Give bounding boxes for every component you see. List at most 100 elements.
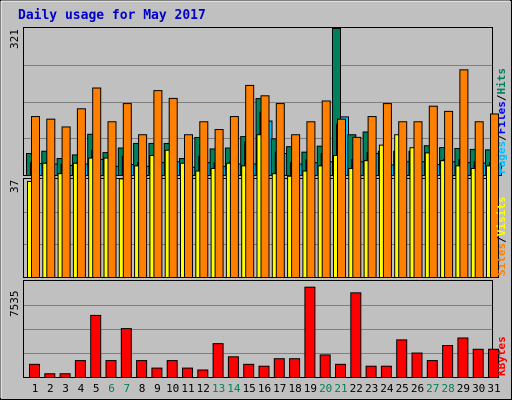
kbytes-bar	[90, 314, 102, 378]
kbytes-bar	[350, 292, 362, 378]
sites-bar	[138, 134, 148, 278]
sites-bar	[490, 113, 499, 279]
kbytes-bar	[74, 360, 86, 379]
day-label: 22	[350, 382, 363, 395]
day-label: 9	[154, 382, 161, 395]
day-label: 19	[304, 382, 317, 395]
visits-bars	[27, 69, 499, 279]
sites-bar	[321, 100, 331, 279]
legend-sep-3: /	[495, 236, 508, 243]
kbytes-bar	[289, 358, 301, 378]
sites-bar	[413, 121, 423, 278]
day-label: 7	[123, 382, 130, 395]
day-label: 30	[472, 382, 485, 395]
kbytes-bar	[426, 360, 438, 379]
sites-bar	[459, 69, 469, 278]
day-label: 14	[227, 382, 241, 395]
sites-bar	[76, 108, 86, 278]
sites-bar	[382, 103, 392, 278]
hits-max-label: 321	[8, 29, 21, 49]
legend-sep-1: /	[495, 134, 508, 141]
sites-bar	[199, 121, 209, 278]
kbytes-bar	[319, 354, 331, 379]
sites-bar	[260, 95, 270, 278]
kbytes-bars	[29, 286, 499, 379]
kbytes-bar	[136, 360, 148, 379]
day-label: 13	[212, 382, 225, 395]
day-label: 10	[166, 382, 179, 395]
visits-panel: 37 Sites/Visits	[8, 69, 508, 279]
day-label: 27	[426, 382, 439, 395]
legend-sites: Sites	[495, 243, 508, 276]
day-label: 15	[243, 382, 256, 395]
sites-bar	[107, 121, 117, 278]
legend-visits: Visits	[495, 197, 508, 237]
visits-max-label: 37	[8, 180, 21, 193]
day-label: 25	[396, 382, 409, 395]
day-label: 26	[411, 382, 424, 395]
day-label: 29	[457, 382, 470, 395]
sites-bar	[275, 103, 285, 278]
kbytes-bar	[197, 369, 209, 379]
day-label: 21	[334, 382, 347, 395]
day-label: 1	[32, 382, 39, 395]
sites-bar	[245, 84, 255, 278]
day-label: 28	[441, 382, 454, 395]
sites-bar	[61, 126, 71, 279]
kbytes-bar	[335, 363, 346, 378]
sites-bar	[428, 105, 438, 278]
sites-bar	[229, 116, 239, 278]
day-label: 12	[197, 382, 210, 395]
kbytes-bar	[227, 356, 239, 378]
kbytes-bar	[182, 367, 193, 379]
kbytes-bar	[258, 365, 270, 378]
day-label: 23	[365, 382, 378, 395]
day-label: 18	[288, 382, 301, 395]
sites-bar	[306, 121, 316, 278]
legend-sep-2: /	[495, 94, 508, 101]
kbytes-bar	[457, 337, 469, 378]
chart-title: Daily usage for May 2017	[18, 8, 206, 23]
sites-bar	[168, 97, 178, 278]
kbytes-bar	[166, 360, 178, 379]
day-label: 3	[62, 382, 69, 395]
sites-bar	[474, 121, 484, 278]
kbytes-bar	[380, 365, 392, 378]
kbytes-bar	[243, 363, 255, 378]
sites-bar	[214, 129, 224, 278]
kbytes-bar	[212, 343, 224, 378]
day-label: 8	[139, 382, 146, 395]
kbytes-bar	[304, 286, 316, 378]
kbytes-bar	[44, 373, 56, 378]
sites-bar	[444, 110, 454, 278]
sites-bar	[153, 90, 163, 278]
day-labels: 1 2 3 4 5 6 7 8 9 10 11 12 13 14 15 16 17 18 19 20 21 22 23 24 2…	[32, 382, 501, 395]
sites-bar	[352, 136, 362, 278]
sites-bar	[184, 134, 193, 278]
day-label: 4	[78, 382, 85, 395]
day-label: 24	[380, 382, 394, 395]
kbytes-bar	[488, 348, 499, 378]
day-label: 5	[93, 382, 100, 395]
day-label: 2	[47, 382, 54, 395]
kbytes-bar	[105, 360, 117, 379]
day-label: 17	[273, 382, 286, 395]
day-label: 16	[258, 382, 271, 395]
day-label: 31	[487, 382, 500, 395]
kbytes-bar	[472, 348, 484, 378]
sites-bar	[92, 87, 102, 279]
sites-bar	[31, 116, 40, 278]
day-label: 6	[108, 382, 115, 395]
sites-bar	[337, 118, 346, 278]
kbytes-bar	[120, 328, 132, 378]
legend-kbytes: KBytes	[495, 336, 508, 376]
sites-bar	[46, 118, 56, 278]
day-label: 20	[319, 382, 332, 395]
kbytes-panel: 7535 KBytes	[8, 280, 508, 379]
sites-bar	[291, 134, 301, 278]
day-label: 11	[181, 382, 194, 395]
kbytes-bar	[411, 352, 423, 379]
kbytes-bar	[365, 365, 377, 378]
